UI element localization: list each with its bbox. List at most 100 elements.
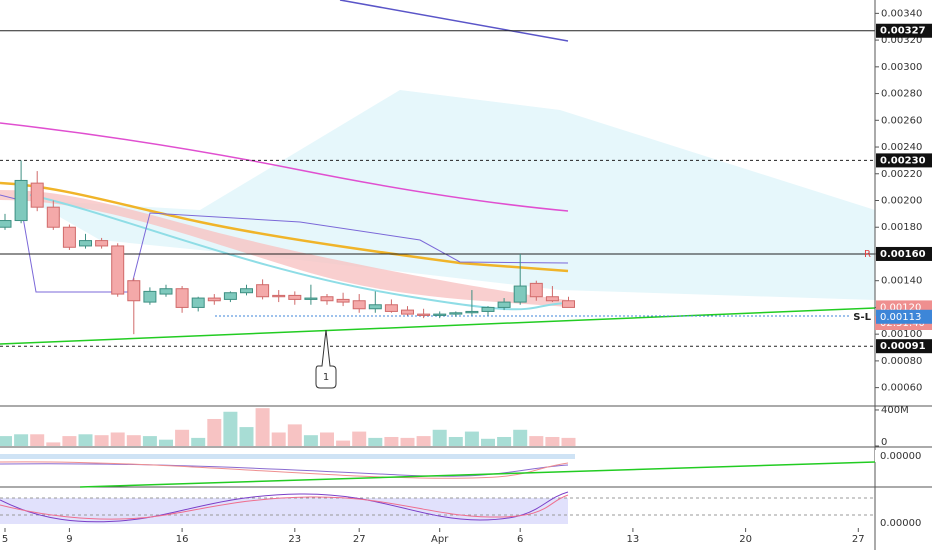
y-tick-label: 0.00240 — [881, 142, 922, 153]
volume-bar — [110, 432, 125, 446]
candle-body — [62, 226, 76, 248]
indicator-label: 0.00000 — [880, 451, 921, 462]
candle-body — [111, 245, 125, 295]
volume-bar — [159, 439, 173, 446]
candle-body — [449, 312, 463, 315]
volume-bar — [352, 431, 367, 446]
candle-body — [207, 297, 221, 302]
candle-body — [95, 240, 109, 247]
volume-bar — [239, 427, 254, 446]
volume-bar — [303, 435, 318, 446]
level-label: 0.00091 — [880, 341, 926, 352]
volume-bar — [368, 437, 383, 446]
volume-bar — [14, 434, 29, 446]
candle-body — [240, 288, 253, 294]
y-tick-label: 0.00100 — [881, 329, 922, 340]
candle-body — [14, 179, 28, 222]
x-tick-label: 16 — [176, 534, 189, 545]
volume-bar — [432, 429, 447, 446]
volume-bar — [30, 434, 45, 446]
signal-line — [0, 461, 569, 479]
candle-body — [417, 313, 431, 316]
price-marker — [876, 309, 932, 324]
y-tick-label: 0.00140 — [881, 276, 922, 287]
candle-body — [223, 292, 237, 300]
trailing-line — [0, 194, 569, 293]
volume-bar — [400, 437, 415, 446]
volume-bar — [62, 436, 77, 446]
candle-body — [256, 284, 270, 298]
y-tick-label: 0.00280 — [881, 89, 922, 100]
ma-magenta — [0, 122, 569, 212]
x-tick-label: Apr — [431, 534, 449, 545]
volume-bar — [255, 408, 270, 446]
candle-body — [175, 288, 189, 308]
macd-line — [0, 463, 569, 477]
y-tick-label: 0.00320 — [881, 35, 922, 46]
volume-bar — [448, 436, 463, 446]
y-tick-label: 0.00340 — [881, 8, 922, 19]
macd-hist — [0, 454, 575, 459]
indicator-label-bg — [875, 450, 932, 462]
volume-bar — [416, 436, 431, 446]
candle-body — [433, 313, 447, 316]
volume-bar — [78, 434, 93, 446]
candle-body — [127, 280, 141, 302]
support-trend — [0, 307, 876, 345]
level-label-bg — [876, 246, 932, 261]
volume-bar — [464, 431, 479, 446]
candle-body — [272, 294, 286, 298]
volume-bar — [175, 429, 190, 446]
candle-body — [288, 294, 302, 300]
y-tick-label: 0.00220 — [881, 169, 922, 180]
level-label-bg — [876, 339, 932, 354]
x-tick-label: 9 — [66, 534, 72, 545]
volume-bar — [545, 436, 560, 446]
indicator-label: 0.00000 — [880, 518, 921, 529]
volume-bar — [46, 442, 61, 446]
candle-body — [191, 297, 205, 308]
y-tick-label: 0.00180 — [881, 222, 922, 233]
ma-cyan — [29, 194, 569, 311]
annotation-text: 1 — [323, 372, 329, 383]
y-tick-label: 0.00260 — [881, 115, 922, 126]
marker-tag: S-L — [853, 312, 871, 323]
candle-body — [336, 298, 350, 303]
volume-bar — [207, 418, 222, 446]
candle-body — [320, 296, 334, 302]
cloud — [30, 90, 875, 300]
price-marker-label: 0.00120 — [880, 302, 921, 313]
x-tick-label: 23 — [288, 534, 301, 545]
y-tick-label: 0.00080 — [881, 356, 922, 367]
x-tick-label: 6 — [517, 534, 523, 545]
volume-bar — [271, 432, 286, 446]
volume-bar — [94, 435, 109, 446]
candle-body — [143, 290, 157, 303]
volume-bar — [384, 436, 399, 446]
level-label-bg — [876, 23, 932, 38]
candle-body — [384, 304, 398, 312]
level-label: 0.00230 — [880, 155, 926, 166]
candle-body — [0, 220, 12, 228]
candle-body — [79, 240, 92, 247]
volume-bar — [513, 429, 528, 446]
ma-yellow — [0, 181, 569, 273]
stoch-k — [0, 491, 569, 523]
candle-body — [30, 182, 44, 208]
level-tag: R — [864, 249, 871, 260]
volume-bar — [0, 436, 12, 446]
x-tick-label: 27 — [852, 534, 865, 545]
volume-bar — [191, 437, 206, 446]
ribbon — [0, 190, 568, 307]
annotation: 1 — [315, 329, 337, 389]
volume-bar — [142, 436, 157, 446]
x-tick-label: 20 — [739, 534, 752, 545]
resistance-trend — [339, 0, 569, 42]
callout — [315, 329, 337, 389]
indicator-trend — [79, 461, 876, 488]
volume-bar — [320, 432, 334, 446]
candle-body — [159, 288, 173, 295]
stoch-d — [0, 494, 569, 520]
